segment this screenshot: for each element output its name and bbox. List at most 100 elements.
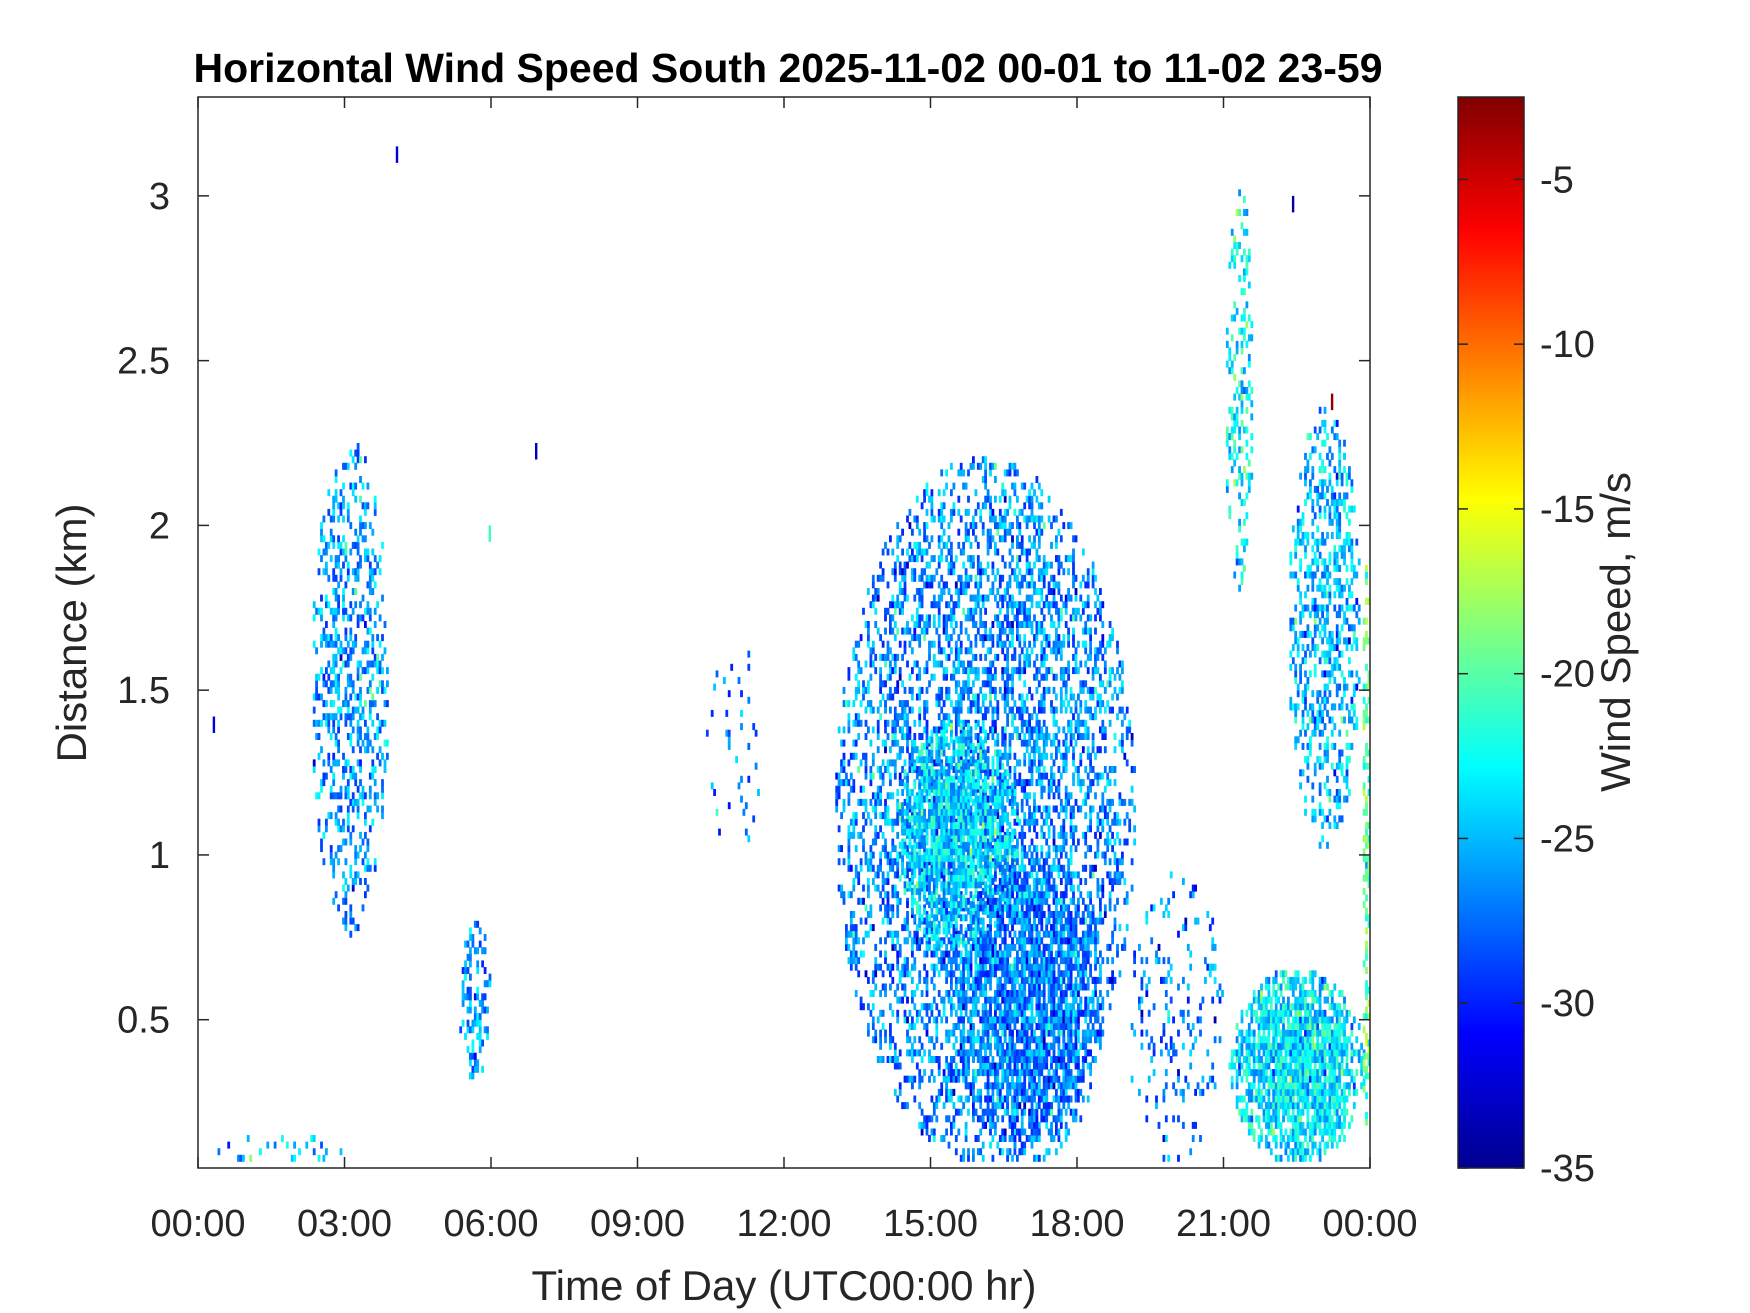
heatmap-cell [974, 522, 978, 530]
heatmap-cell [1103, 647, 1107, 655]
heatmap-cell [1086, 792, 1090, 800]
heatmap-cell [891, 1056, 895, 1063]
heatmap-cell [1042, 746, 1046, 754]
heatmap-cell [901, 789, 904, 796]
heatmap-cell [942, 1135, 946, 1142]
heatmap-cell [1103, 766, 1107, 773]
heatmap-cell [874, 1036, 878, 1044]
heatmap-cell [996, 568, 1000, 576]
heatmap-cell [998, 640, 1002, 648]
heatmap-cell [1055, 706, 1058, 714]
heatmap-cell [969, 891, 973, 899]
heatmap-cell [920, 1042, 924, 1050]
heatmap-cell [337, 726, 340, 734]
heatmap-cell [1016, 627, 1019, 635]
heatmap-cell [1018, 943, 1022, 951]
heatmap-cell [972, 515, 975, 523]
heatmap-cell [344, 759, 348, 767]
heatmap-cell [915, 772, 919, 780]
heatmap-cell [867, 700, 870, 708]
heatmap-cell [903, 848, 907, 856]
heatmap-cell [1074, 719, 1078, 727]
heatmap-cell [1101, 726, 1105, 734]
heatmap-cell [466, 986, 470, 994]
heatmap-cell [1067, 640, 1070, 648]
heatmap-cell [876, 588, 880, 595]
heatmap-cell [1025, 693, 1029, 701]
heatmap-cell [1001, 772, 1005, 780]
heatmap-cell [981, 522, 985, 530]
heatmap-cell [976, 700, 980, 708]
heatmap-cell [337, 825, 340, 833]
heatmap-cell [984, 1108, 987, 1116]
heatmap-cell [879, 798, 882, 806]
heatmap-cell [1028, 489, 1031, 497]
heatmap-cell [368, 792, 372, 800]
heatmap-cell [1106, 838, 1110, 846]
heatmap-cell [932, 1108, 936, 1116]
heatmap-cell [974, 733, 978, 740]
heatmap-cell [1033, 825, 1036, 833]
heatmap-cell [1013, 996, 1017, 1004]
heatmap-cell [911, 1049, 914, 1057]
heatmap-cell [378, 614, 382, 622]
heatmap-cell [984, 693, 987, 701]
heatmap-cell [950, 983, 953, 991]
heatmap-cell [976, 1135, 980, 1142]
heatmap-cell [1077, 884, 1080, 892]
heatmap-cell [1074, 594, 1078, 602]
heatmap-cell [342, 502, 345, 510]
heatmap-cell [1101, 772, 1105, 780]
heatmap-cell [1028, 733, 1031, 740]
heatmap-cell [1081, 719, 1085, 727]
heatmap-cell [889, 601, 892, 609]
heatmap-cell [1101, 805, 1105, 813]
heatmap-cell [998, 535, 1002, 543]
heatmap-cell [354, 528, 358, 536]
heatmap-cell [881, 693, 885, 701]
heatmap-cell [1067, 667, 1070, 675]
heatmap-cell [473, 920, 477, 928]
heatmap-cell [1106, 818, 1110, 826]
heatmap-cell [984, 1009, 987, 1017]
heatmap-cell [1125, 726, 1129, 734]
heatmap-cell [901, 822, 904, 829]
heatmap-cell [1037, 733, 1041, 740]
heatmap-cell [976, 588, 980, 595]
heatmap-cell [320, 528, 323, 536]
heatmap-cell [1052, 601, 1056, 609]
heatmap-cell [1037, 588, 1041, 595]
heatmap-cell [339, 845, 343, 853]
heatmap-cell [1101, 818, 1105, 826]
heatmap-cell [957, 588, 961, 595]
heatmap-cell [942, 647, 946, 655]
heatmap-cell [923, 621, 926, 628]
heatmap-cell [913, 854, 917, 862]
heatmap-cell [884, 838, 887, 846]
heatmap-cell [1128, 798, 1132, 806]
heatmap-cell [469, 1072, 472, 1080]
heatmap-cell [361, 647, 365, 655]
heatmap-cell [906, 700, 909, 708]
heatmap-cell [1074, 739, 1078, 747]
heatmap-cell [940, 1082, 944, 1090]
heatmap-cell [967, 739, 970, 747]
heatmap-cell [1011, 719, 1014, 727]
heatmap-cell [1045, 640, 1049, 648]
heatmap-cell [364, 640, 367, 648]
heatmap-cell [879, 1036, 882, 1044]
heatmap-cell [898, 779, 902, 787]
heatmap-cell [1001, 515, 1005, 523]
heatmap-cell [1035, 845, 1039, 853]
heatmap-cell [940, 950, 944, 958]
heatmap-cell [957, 653, 961, 661]
heatmap-cell [950, 634, 953, 642]
heatmap-cell [896, 680, 900, 688]
heatmap-cell [1057, 845, 1061, 853]
heatmap-cell [1033, 812, 1036, 820]
heatmap-cell [901, 963, 904, 971]
heatmap-cell [339, 568, 343, 576]
heatmap-cell [903, 581, 907, 589]
heatmap-cell [1069, 1075, 1073, 1083]
heatmap-cell [1062, 601, 1066, 609]
